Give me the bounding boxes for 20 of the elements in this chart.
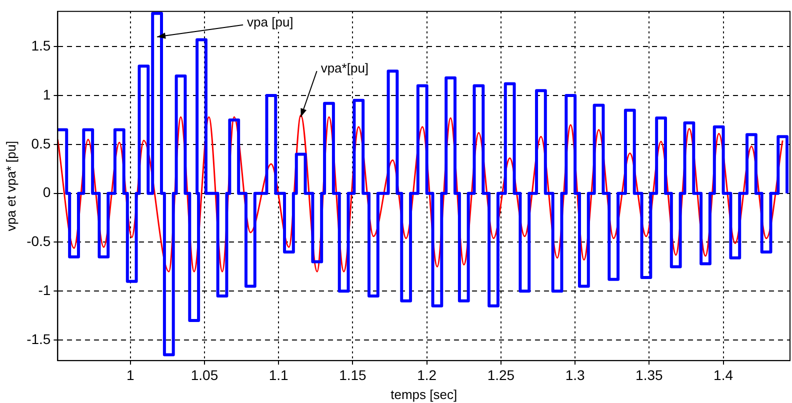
x-tick-label: 1 [126, 366, 134, 383]
y-tick-label: -1.5 [26, 330, 51, 347]
x-axis-title: temps [sec] [390, 386, 458, 402]
annotation: vpa*[pu] [320, 60, 369, 76]
x-tick-label: 1.05 [190, 366, 218, 383]
x-tick-label: 1.3 [565, 366, 585, 383]
y-tick-label: -1 [38, 282, 51, 298]
y-tick-label: -0.5 [26, 233, 51, 250]
y-axis-title: vpa et vpa* [pu] [3, 140, 18, 232]
y-tick-label: 0 [42, 184, 51, 200]
x-tick-label: 1.2 [417, 366, 437, 383]
x-tick-label: 1.25 [487, 366, 515, 383]
x-tick-label: 1.35 [636, 366, 664, 383]
x-tick-label: 1.1 [268, 366, 289, 383]
annotation: vpa [pu] [247, 14, 294, 30]
y-tick-label: 0.5 [31, 135, 51, 152]
x-tick-label: 1.15 [339, 366, 367, 383]
y-tick-label: 1 [42, 86, 51, 102]
x-tick-label: 1.4 [714, 366, 734, 383]
y-tick-label: 1.5 [31, 37, 51, 54]
